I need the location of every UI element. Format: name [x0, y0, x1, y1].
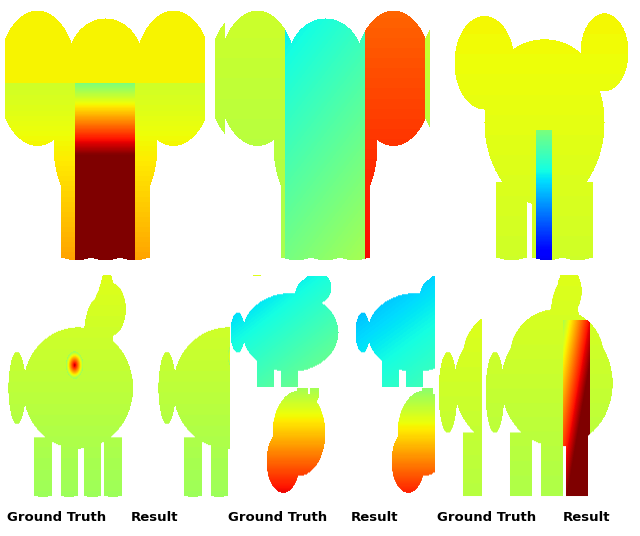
Text: Ground Truth: Ground Truth — [437, 511, 536, 524]
Text: Ground Truth: Ground Truth — [228, 511, 328, 524]
Text: Result: Result — [351, 511, 399, 524]
Text: Ground Truth: Ground Truth — [8, 511, 107, 524]
Text: Result: Result — [563, 511, 611, 524]
Text: Result: Result — [131, 511, 179, 524]
